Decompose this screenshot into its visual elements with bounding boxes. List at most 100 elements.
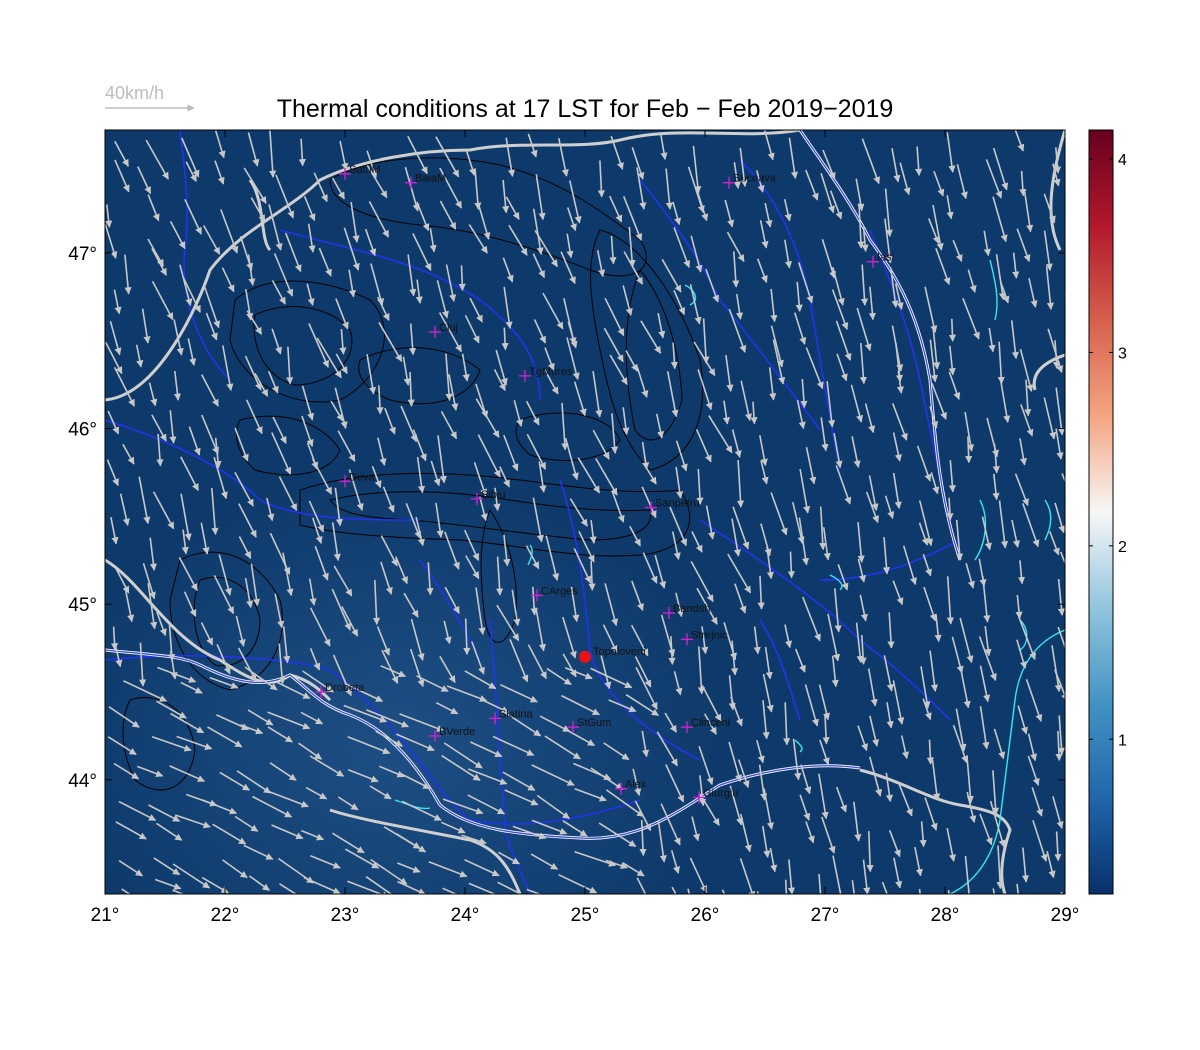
station-marker[interactable]: BVerde (429, 726, 475, 742)
wind-arrow (924, 286, 938, 333)
wind-arrow (495, 349, 508, 386)
station-marker[interactable]: BaiaM (405, 173, 446, 189)
station-label: Drobeta (325, 682, 365, 694)
wind-arrow (343, 227, 360, 271)
station-label: Alex (625, 779, 647, 791)
wind-arrow (610, 413, 619, 454)
station-marker[interactable]: Slatina (489, 708, 534, 725)
wind-arrow (125, 590, 135, 623)
wind-arrow (266, 789, 309, 808)
wind-arrow (298, 138, 306, 167)
wind-arrow (302, 670, 334, 693)
wind-arrow (213, 456, 228, 500)
wind-arrow (407, 135, 428, 175)
station-marker[interactable]: Iasi (867, 252, 894, 268)
station-label: Slatina (499, 708, 534, 720)
wind-arrow (670, 342, 678, 370)
colorbar-gradient (1088, 129, 1114, 895)
station-marker[interactable]: Deva (339, 471, 376, 488)
wind-arrow (1012, 252, 1020, 279)
wind-arrow (822, 715, 830, 745)
station-marker[interactable]: CArges (531, 585, 578, 602)
wind-arrow (732, 251, 740, 288)
station-marker[interactable]: Alex (615, 779, 647, 795)
wind-arrow (503, 286, 513, 330)
station-marker[interactable]: SatuM (339, 164, 381, 180)
wind-arrow (891, 148, 901, 183)
station-marker[interactable]: TgMures (519, 366, 573, 382)
wind-arrow (503, 534, 511, 567)
wind-arrow (802, 596, 821, 642)
wind-arrow (1064, 775, 1065, 778)
wind-arrow (605, 789, 645, 818)
wind-arrow (380, 665, 407, 678)
station-marker[interactable]: Bandsh (663, 603, 710, 619)
wind-arrow (245, 399, 263, 435)
wind-arrow (301, 829, 325, 841)
wind-arrow (965, 562, 975, 589)
wind-arrow (169, 410, 177, 444)
wind-arrow (471, 641, 485, 675)
station-marker[interactable]: Suceava (723, 173, 777, 189)
wind-arrow (574, 851, 617, 867)
wind-arrow (151, 414, 167, 442)
station-marker[interactable]: Sibiu (471, 489, 505, 505)
wind-arrow (1054, 831, 1062, 862)
wind-arrow (956, 164, 968, 200)
wind-arrow (698, 775, 707, 807)
y-tick-label: 45° (68, 595, 97, 616)
wind-arrow (770, 288, 778, 323)
wind-arrow (664, 712, 677, 733)
river (759, 619, 801, 721)
wind-arrow (788, 137, 799, 180)
wind-arrow (783, 702, 791, 746)
wind-arrow (331, 522, 341, 562)
wind-arrow (564, 437, 579, 481)
wind-arrow (269, 130, 277, 178)
station-marker[interactable]: Giurgiu (693, 787, 738, 804)
station-marker[interactable]: Strejnic (681, 629, 728, 646)
wind-arrow (805, 821, 815, 844)
station-marker[interactable]: Drobeta (315, 682, 365, 699)
wind-arrow (696, 469, 704, 505)
wind-arrow (981, 516, 992, 551)
wind-arrow (918, 522, 929, 546)
wind-arrow (244, 666, 278, 691)
wind-arrow (728, 675, 736, 711)
station-label: Sanpetru (655, 498, 700, 510)
wind-arrow (267, 726, 293, 743)
highlight-point[interactable] (579, 650, 591, 663)
station-marker[interactable]: StGum (567, 717, 611, 734)
wind-arrow (135, 344, 144, 368)
wind-arrow (608, 699, 637, 713)
wind-arrow (784, 879, 788, 894)
wind-arrow (887, 612, 895, 649)
wind-arrow (692, 145, 702, 194)
wind-arrow (339, 140, 349, 171)
river (489, 619, 531, 894)
wind-arrow (463, 529, 480, 561)
x-tick-label: 29° (1051, 905, 1080, 926)
wind-arrow (835, 320, 852, 361)
wind-arrow (397, 862, 421, 873)
wind-arrow (438, 312, 462, 353)
wind-arrow (862, 859, 871, 894)
wind-arrow (247, 132, 260, 167)
highlight-point-group[interactable]: Topoloveni (579, 646, 646, 663)
wind-arrow (900, 735, 909, 760)
station-marker[interactable]: Clinceni (681, 717, 730, 734)
wind-arrow (979, 665, 991, 703)
wind-arrow (183, 591, 197, 617)
wind-arrow (402, 356, 411, 386)
wind-arrow (216, 714, 250, 731)
prut-river (799, 130, 961, 561)
wind-arrow (110, 626, 119, 651)
station-marker[interactable]: Sanpetru (645, 498, 700, 514)
station-marker[interactable]: Cluj (429, 322, 458, 338)
wind-arrow (784, 624, 793, 649)
station-label: Giurgiu (703, 787, 738, 799)
wind-arrow (124, 254, 132, 295)
wind-arrow (378, 321, 403, 362)
wind-arrow (138, 476, 151, 525)
wind-arrow (979, 706, 990, 750)
